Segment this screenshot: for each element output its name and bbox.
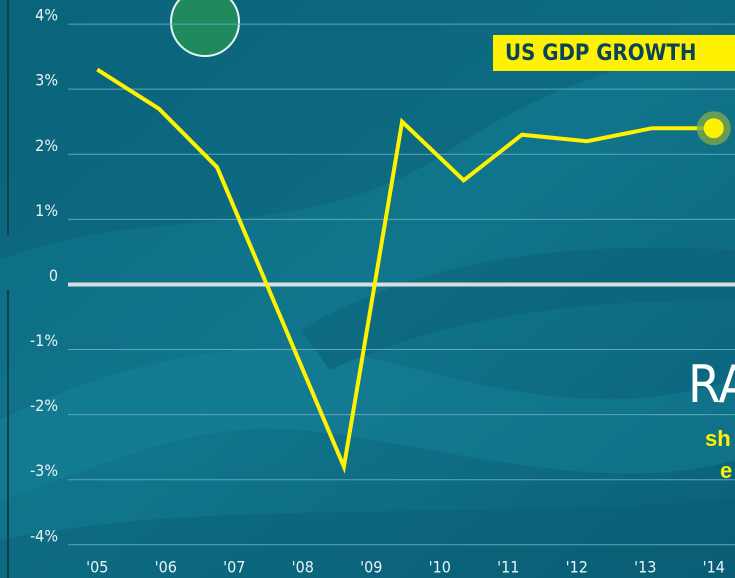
- decor-circle: [170, 0, 240, 57]
- y-tick-label: 4%: [35, 6, 58, 25]
- y-tick-label: 3%: [35, 71, 58, 90]
- y-tick-label: -3%: [30, 461, 58, 480]
- x-tick-label: '05: [86, 558, 108, 577]
- end-marker: [703, 118, 724, 139]
- y-tick-label: -2%: [30, 396, 58, 415]
- x-tick-label: '13: [634, 558, 656, 577]
- y-tick-label: -4%: [30, 526, 58, 545]
- annotation: sh: [705, 426, 731, 451]
- x-tick-label: '08: [292, 558, 314, 577]
- y-tick-label: 2%: [35, 136, 58, 155]
- annotation: RA: [688, 355, 735, 415]
- x-tick-label: '12: [566, 558, 588, 577]
- data-line: [96, 67, 714, 474]
- x-tick-label: '07: [223, 558, 245, 577]
- y-tick-label: 0: [49, 266, 58, 285]
- x-tick-label: '06: [155, 558, 177, 577]
- x-tick-label: '11: [497, 558, 519, 577]
- annotation: e: [720, 458, 732, 483]
- x-tick-label: '14: [703, 558, 725, 577]
- title-box: [493, 35, 735, 71]
- x-tick-label: '10: [429, 558, 451, 577]
- x-tick-label: '09: [360, 558, 382, 577]
- y-tick-label: 1%: [35, 201, 58, 220]
- chart-title: US GDP GROWTH: [505, 41, 697, 66]
- y-tick-label: -1%: [30, 331, 58, 350]
